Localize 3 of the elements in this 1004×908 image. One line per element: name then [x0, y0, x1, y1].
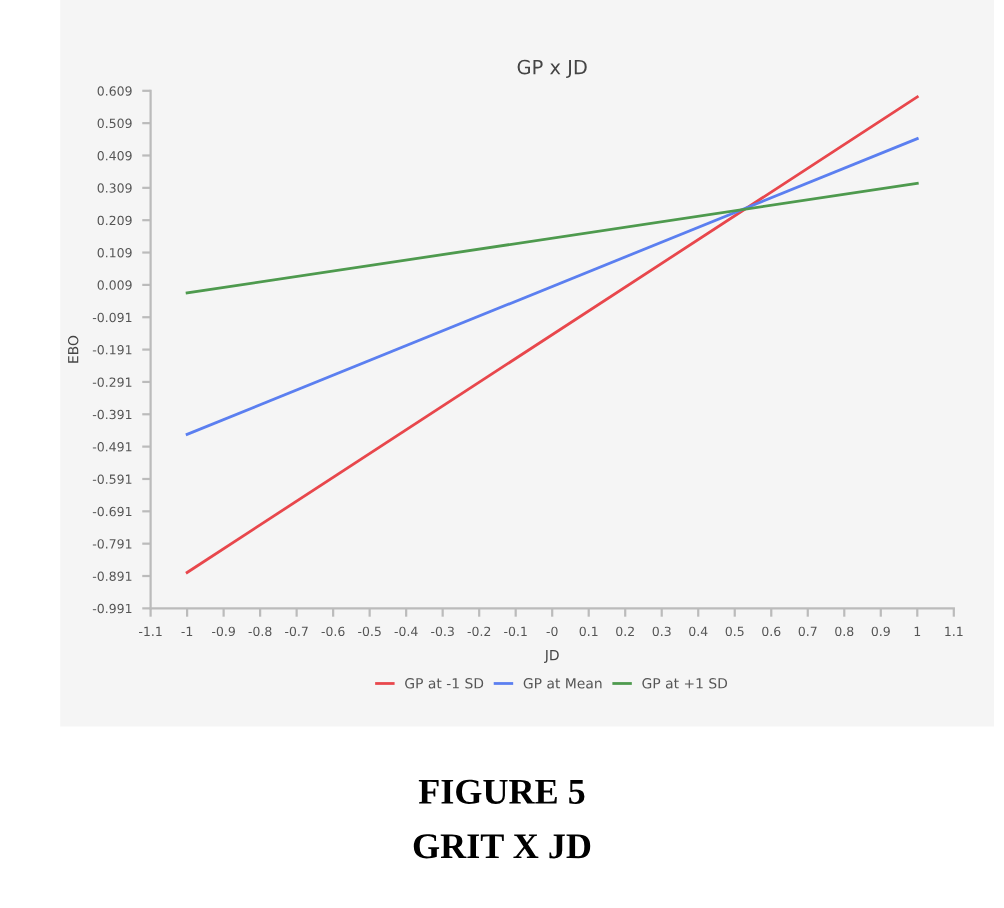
- caption: FIGURE 5: [418, 779, 585, 804]
- text: GRIT X JD: [413, 834, 591, 859]
- chart-title: GP x JD: [517, 59, 587, 79]
